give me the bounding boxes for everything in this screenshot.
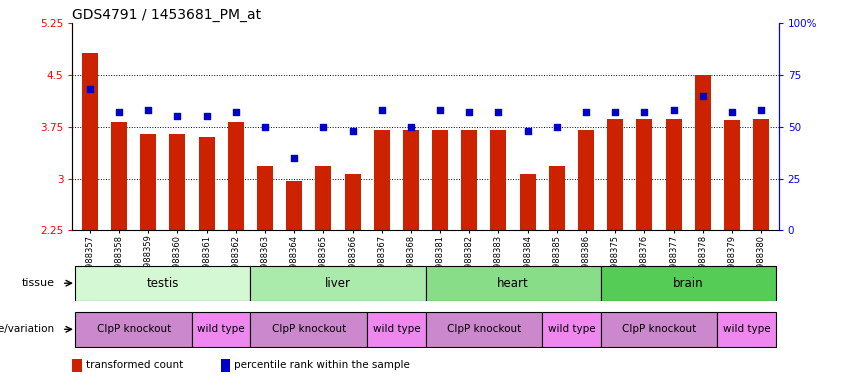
Point <box>637 109 651 115</box>
Bar <box>637 119 653 230</box>
Bar <box>542 312 601 347</box>
Text: wild type: wild type <box>373 324 420 334</box>
Point <box>288 155 301 161</box>
Text: wild type: wild type <box>197 324 245 334</box>
Text: ClpP knockout: ClpP knockout <box>622 324 696 334</box>
Bar <box>426 312 542 347</box>
Point <box>375 107 389 113</box>
Bar <box>316 166 331 230</box>
Bar <box>753 119 769 230</box>
Bar <box>250 312 367 347</box>
Bar <box>724 121 740 230</box>
Bar <box>250 266 426 301</box>
Bar <box>717 312 776 347</box>
Bar <box>432 130 448 230</box>
Text: ClpP knockout: ClpP knockout <box>96 324 171 334</box>
Bar <box>694 75 711 230</box>
Bar <box>578 130 594 230</box>
Point <box>462 109 476 115</box>
Text: genotype/variation: genotype/variation <box>0 324 54 334</box>
Bar <box>345 174 361 230</box>
Point <box>754 107 768 113</box>
Point <box>433 107 447 113</box>
Bar <box>228 122 243 230</box>
Bar <box>374 130 390 230</box>
Text: wild type: wild type <box>722 324 770 334</box>
Bar <box>490 130 506 230</box>
Point <box>141 107 155 113</box>
Point <box>317 124 330 130</box>
Bar <box>367 312 426 347</box>
Text: GDS4791 / 1453681_PM_at: GDS4791 / 1453681_PM_at <box>72 8 261 22</box>
Bar <box>82 53 98 230</box>
Point <box>550 124 563 130</box>
Point <box>608 109 622 115</box>
Point <box>170 113 184 119</box>
Bar <box>257 166 273 230</box>
Bar <box>286 181 302 230</box>
Bar <box>111 122 127 230</box>
Bar <box>169 134 186 230</box>
Text: transformed count: transformed count <box>86 360 183 370</box>
Bar <box>192 312 250 347</box>
Bar <box>601 266 776 301</box>
Bar <box>549 166 565 230</box>
Point <box>580 109 593 115</box>
Point <box>200 113 214 119</box>
Point <box>258 124 271 130</box>
Bar <box>220 359 230 372</box>
Text: liver: liver <box>325 277 351 290</box>
Point <box>725 109 739 115</box>
Text: testis: testis <box>146 277 179 290</box>
Bar <box>75 266 250 301</box>
Text: wild type: wild type <box>548 324 595 334</box>
Point <box>404 124 418 130</box>
Bar <box>520 174 535 230</box>
Bar <box>75 312 192 347</box>
Bar <box>198 137 214 230</box>
Point <box>492 109 505 115</box>
Point <box>112 109 126 115</box>
Bar <box>608 119 623 230</box>
Text: tissue: tissue <box>21 278 54 288</box>
Text: percentile rank within the sample: percentile rank within the sample <box>234 360 410 370</box>
Point <box>696 93 710 99</box>
Point <box>229 109 243 115</box>
Bar <box>665 119 682 230</box>
Bar <box>403 130 419 230</box>
Point <box>667 107 681 113</box>
Text: brain: brain <box>673 277 704 290</box>
Bar <box>601 312 717 347</box>
Text: ClpP knockout: ClpP knockout <box>447 324 521 334</box>
Text: ClpP knockout: ClpP knockout <box>271 324 346 334</box>
Bar <box>426 266 601 301</box>
Bar <box>461 130 477 230</box>
Bar <box>72 359 82 372</box>
Text: heart: heart <box>497 277 529 290</box>
Bar <box>140 134 157 230</box>
Point <box>83 86 97 93</box>
Point <box>346 128 359 134</box>
Point <box>521 128 534 134</box>
